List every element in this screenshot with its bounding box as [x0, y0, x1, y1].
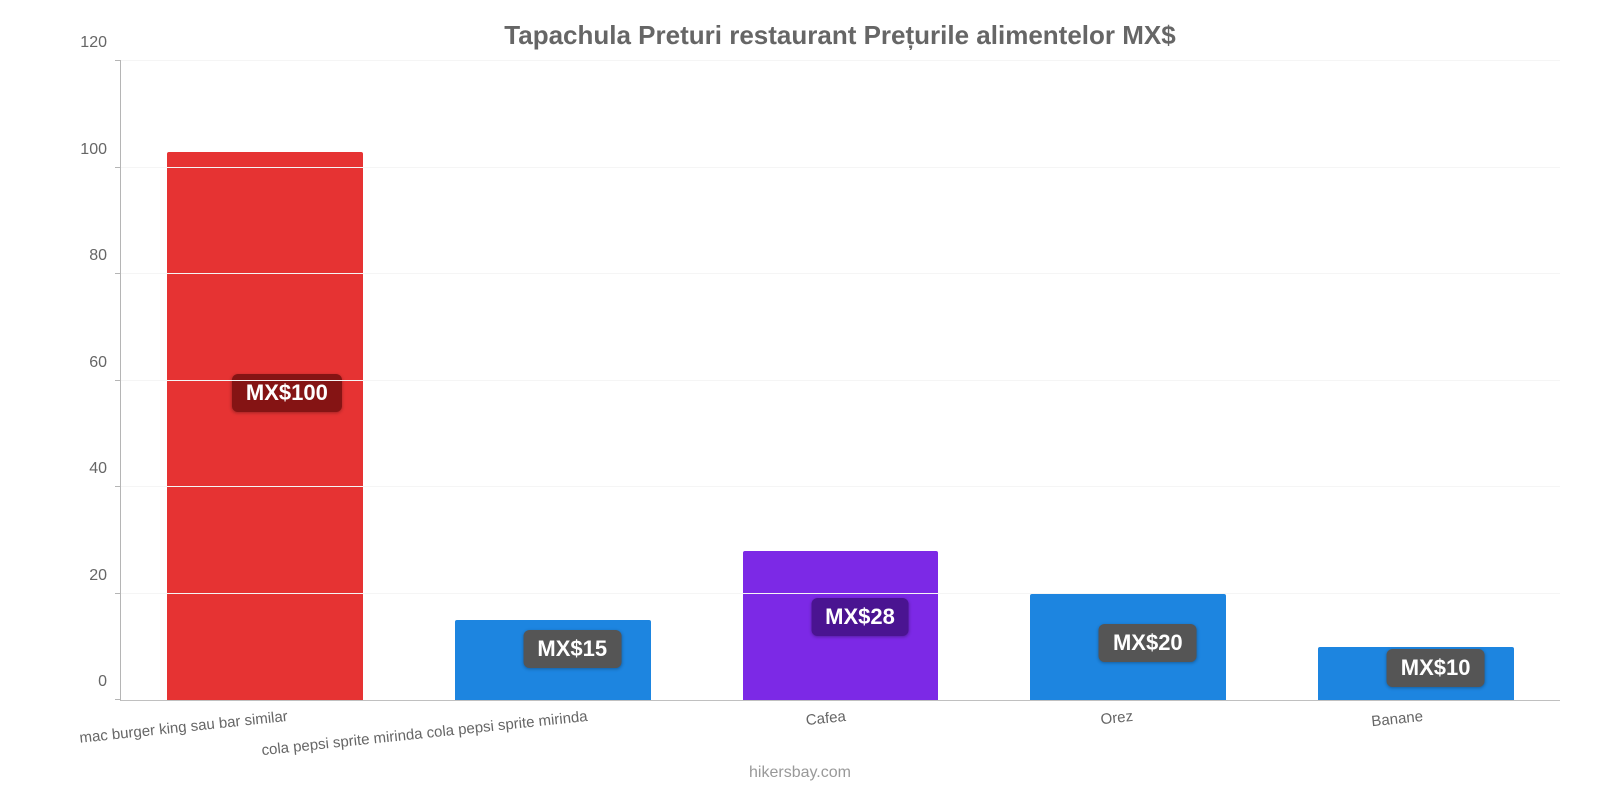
ytick-label: 60 — [89, 354, 121, 372]
chart-container: Tapachula Preturi restaurant Prețurile a… — [0, 0, 1600, 800]
gridline — [121, 593, 1560, 594]
ytick-mark — [115, 593, 121, 594]
chart-caption: hikersbay.com — [0, 764, 1600, 782]
value-label: MX$15 — [523, 630, 621, 668]
gridline — [121, 380, 1560, 381]
ytick-label: 0 — [98, 673, 121, 691]
value-label-wrap: MX$15 — [409, 630, 697, 668]
gridline — [121, 60, 1560, 61]
ytick-mark — [115, 60, 121, 61]
xtick-label: Banane — [1370, 700, 1424, 730]
gridline — [121, 273, 1560, 274]
value-label-wrap: MX$10 — [1272, 649, 1560, 687]
ytick-mark — [115, 273, 121, 274]
value-label-wrap: MX$28 — [697, 598, 985, 636]
ytick-mark — [115, 380, 121, 381]
bar — [167, 152, 363, 700]
xtick-label: cola pepsi sprite mirinda cola pepsi spr… — [260, 700, 588, 759]
plot-area: MX$100mac burger king sau bar similarMX$… — [120, 61, 1560, 701]
chart-title: Tapachula Preturi restaurant Prețurile a… — [120, 20, 1560, 51]
xtick-label: Orez — [1099, 700, 1134, 728]
ytick-label: 20 — [89, 567, 121, 585]
ytick-label: 120 — [80, 34, 121, 52]
xtick-label: mac burger king sau bar similar — [78, 700, 289, 747]
value-label: MX$20 — [1099, 624, 1197, 662]
bar-slot: MX$10Banane — [1272, 61, 1560, 700]
ytick-mark — [115, 167, 121, 168]
bar-slot: MX$15cola pepsi sprite mirinda cola peps… — [409, 61, 697, 700]
ytick-mark — [115, 486, 121, 487]
ytick-mark — [115, 699, 121, 700]
gridline — [121, 486, 1560, 487]
value-label: MX$28 — [811, 598, 909, 636]
value-label: MX$10 — [1387, 649, 1485, 687]
gridline — [121, 167, 1560, 168]
bar-slot: MX$100mac burger king sau bar similar — [121, 61, 409, 700]
bar-slot: MX$28Cafea — [697, 61, 985, 700]
bars-row: MX$100mac burger king sau bar similarMX$… — [121, 61, 1560, 700]
ytick-label: 80 — [89, 247, 121, 265]
xtick-label: Cafea — [805, 700, 847, 729]
bar-slot: MX$20Orez — [984, 61, 1272, 700]
value-label-wrap: MX$20 — [984, 624, 1272, 662]
ytick-label: 40 — [89, 460, 121, 478]
ytick-label: 100 — [80, 141, 121, 159]
